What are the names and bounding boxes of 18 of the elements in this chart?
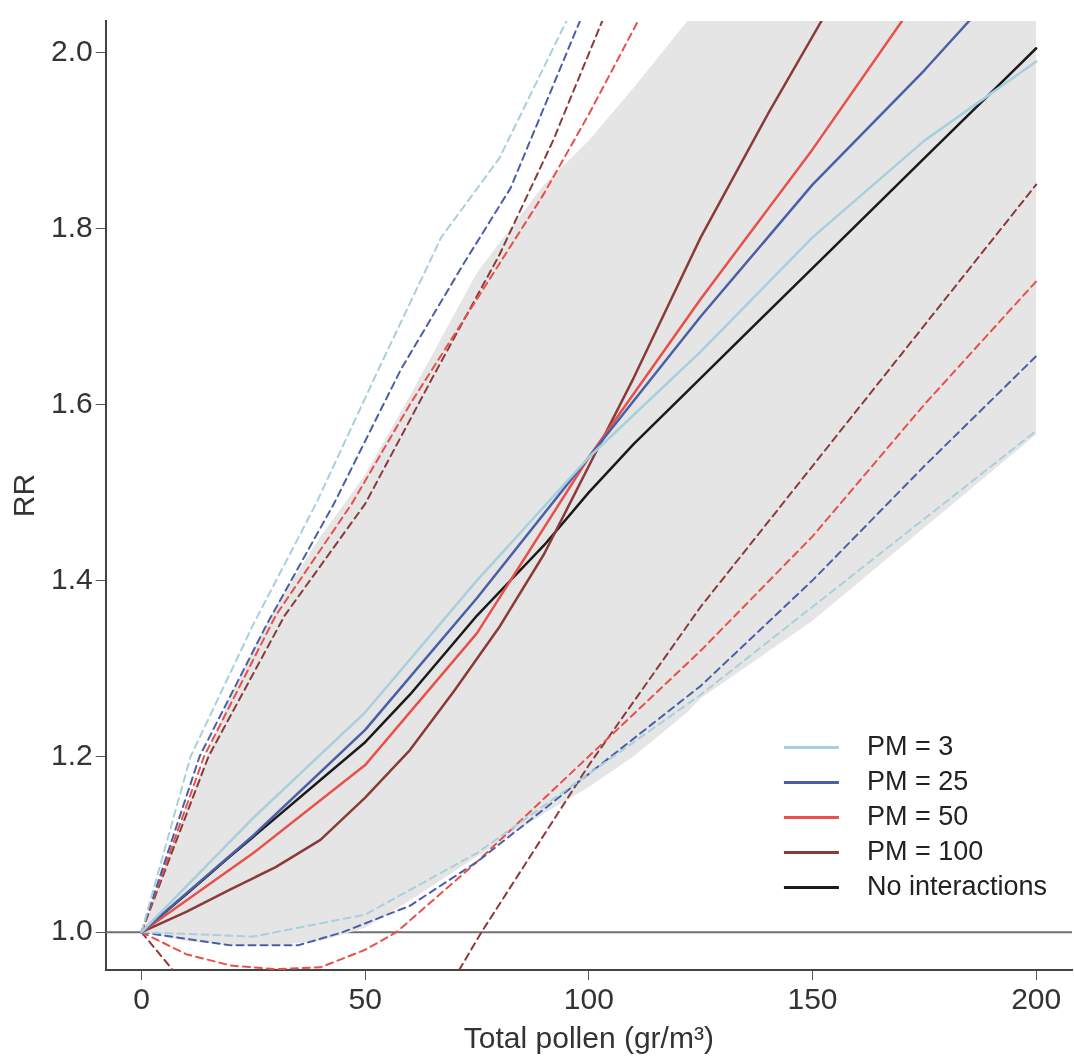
y-tick-label: 2.0 [50,33,93,67]
legend-label: PM = 100 [866,835,984,866]
y-axis-title: RR [7,473,41,518]
y-tick-label: 1.8 [50,209,93,243]
x-tick-label: 0 [133,982,150,1016]
x-tick-label: 100 [563,982,614,1016]
x-tick-label: 200 [1011,982,1062,1016]
y-tick-label: 1.0 [50,913,93,947]
x-axis-title: Total pollen (gr/m³) [463,1021,714,1055]
y-tick-label: 1.6 [50,385,93,419]
x-tick-label: 150 [787,982,838,1016]
y-tick-label: 1.4 [50,561,93,595]
x-tick-label: 50 [348,982,382,1016]
y-tick-label: 1.2 [50,737,93,771]
legend-label: No interactions [866,870,1048,901]
legend-label: PM = 25 [866,765,969,796]
legend-label: PM = 3 [866,730,954,761]
legend-label: PM = 50 [866,800,969,831]
